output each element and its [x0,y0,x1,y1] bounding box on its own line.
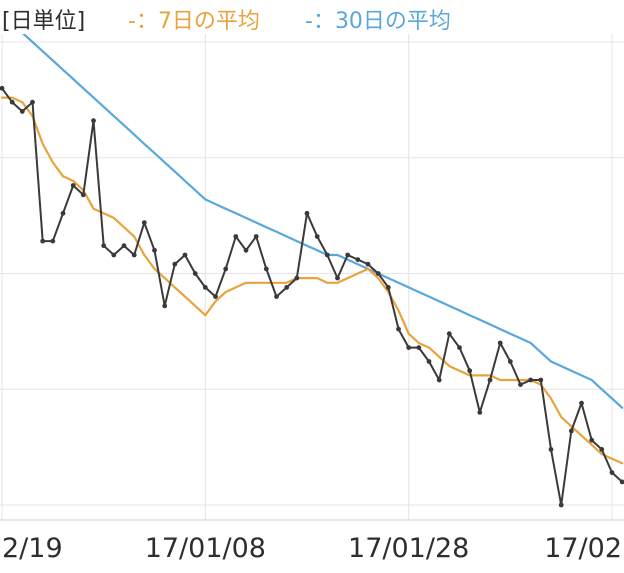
data-point [497,340,503,346]
data-point [50,238,56,244]
data-point [436,377,442,383]
data-point [131,252,137,258]
data-point [60,210,66,216]
data-point [528,377,534,383]
daily-series-line [1,87,624,506]
data-point [365,261,371,267]
data-point [345,252,351,258]
data-point [243,247,249,253]
data-point [141,220,147,226]
data-point [213,294,218,299]
data-point [487,377,493,383]
data-point [172,261,178,267]
data-point [294,275,300,281]
data-point [152,247,157,253]
data-point [91,118,96,124]
data-point [477,410,483,415]
x-tick-label: 17/02 [544,533,622,564]
data-point [101,243,107,249]
x-tick-label: 16/12/19 [0,533,63,564]
legend: [日単位] -：7日の平均 -：30日の平均 [0,0,624,34]
x-tick-label: 17/01/08 [145,533,266,564]
data-point [548,447,554,452]
unit-label: [日単位] [2,9,85,34]
legend-item-7day-average: -：7日の平均 [128,9,260,34]
grid [0,0,624,521]
data-point [406,345,412,350]
data-point [324,252,330,258]
thirty-day-average-series-line [0,17,624,409]
data-point [599,447,605,452]
data-point [579,400,584,406]
data-point [335,275,340,281]
data-point [304,210,310,216]
data-point [558,502,564,508]
data-point [538,377,544,383]
data-point [192,271,198,276]
data-point [111,252,117,258]
data-point [375,271,381,276]
data-point [609,470,615,475]
data-point [253,234,259,239]
data-point [284,285,290,290]
x-tick-label: 17/01/28 [348,533,469,564]
x-axis-ticks: 16/12/19 17/01/08 17/01/28 17/02 [0,533,622,564]
data-point [396,326,401,332]
data-point [314,234,320,239]
data-point [507,359,513,364]
data-point [589,437,595,443]
seven-day-average-series-line [0,96,624,465]
data-point [0,85,5,91]
data-point [40,238,46,244]
data-point [202,285,208,290]
data-point [30,99,35,105]
data-point [182,252,188,258]
series-layer [0,17,624,508]
data-point [568,428,574,434]
data-point [467,368,473,374]
legend-background [0,0,624,34]
data-point [355,257,361,262]
data-point [518,382,523,387]
data-point [274,294,279,299]
data-point [619,479,624,485]
data-point [19,109,25,114]
legend-item-30day-average: -：30日の平均 [305,9,451,34]
data-point [80,192,86,198]
data-point [416,345,422,350]
data-point [121,243,127,249]
data-point [70,183,76,188]
data-point [233,234,239,239]
data-point [385,285,391,290]
data-point [426,359,432,364]
data-point [263,266,269,272]
data-point [446,331,452,337]
data-point [457,345,462,350]
data-point [9,99,15,105]
data-point [162,303,168,309]
data-point [223,266,229,272]
